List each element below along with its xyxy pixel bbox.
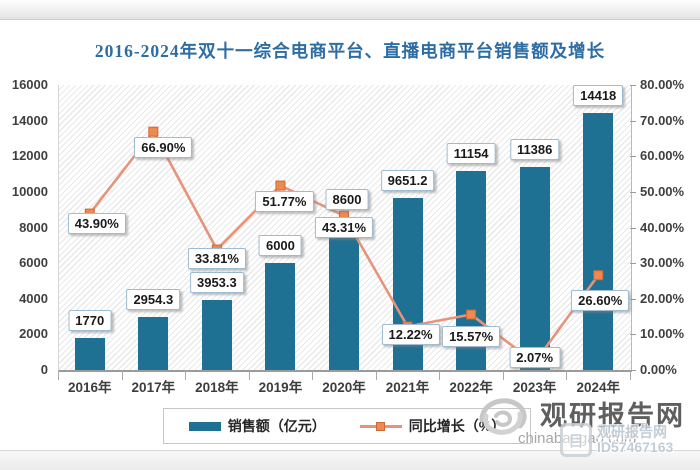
watermark-id-badge: 目 观研报告网 ID57467163 xyxy=(560,423,673,457)
x-axis-tick-label: 2017年 xyxy=(131,380,176,395)
x-axis-tick-label: 2022年 xyxy=(449,380,493,395)
bar-value-label: 11154 xyxy=(446,143,496,165)
x-axis-tick-mark xyxy=(248,371,250,380)
line-marker xyxy=(466,309,477,320)
bar-value-label: 11386 xyxy=(509,139,560,161)
bar-2019年 xyxy=(265,263,296,370)
y-axis-right-tick-label: 50.00% xyxy=(640,183,685,199)
bar-value-label: 14418 xyxy=(573,85,624,107)
y-axis-right-tick-label: 40.00% xyxy=(640,219,685,235)
watermark-site-url: chinabaogao.com xyxy=(518,430,636,447)
bar-2018年 xyxy=(201,299,232,370)
x-axis-tick-label: 2018年 xyxy=(195,380,239,395)
x-axis-tick-label: 2024年 xyxy=(576,380,620,395)
x-axis-tick-mark xyxy=(439,371,441,380)
y-axis-left-tick-label: 2000 xyxy=(19,326,48,342)
line-marker xyxy=(148,126,159,137)
page-footer-strip xyxy=(0,450,700,470)
y-axis-left-tick-label: 8000 xyxy=(19,219,48,235)
y-axis-left-tick-label: 10000 xyxy=(11,183,48,199)
bar-2020年 xyxy=(329,216,359,370)
growth-value-label: 15.57% xyxy=(442,325,501,347)
y-axis-left-tick-label: 4000 xyxy=(19,290,48,306)
chart-title: 2016-2024年双十一综合电商平台、直播电商平台销售额及增长 xyxy=(94,41,606,61)
bar-value-label: 2954.3 xyxy=(126,289,181,311)
x-axis-tick-label: 2023年 xyxy=(512,380,557,395)
watermark-badge-line1: 观研报告网 xyxy=(597,424,667,440)
watermark-eye-logo-icon xyxy=(479,398,527,435)
y-axis-left-tick-label: 6000 xyxy=(19,255,48,271)
growth-line xyxy=(88,129,600,365)
x-axis-tick-mark xyxy=(312,371,314,380)
y-axis-right-tick-mark xyxy=(630,227,636,229)
x-axis-tick-mark xyxy=(58,371,59,380)
bar-value-label: 9651.2 xyxy=(380,170,435,192)
x-axis-tick-mark xyxy=(630,371,631,380)
growth-value-label: 12.22% xyxy=(381,324,440,346)
y-axis-right-tick-label: 0.00% xyxy=(640,362,677,377)
y-axis-left-tick-label: 16000 xyxy=(11,77,48,92)
y-axis-right-tick-mark xyxy=(630,85,636,86)
y-axis-right-tick-label: 10.00% xyxy=(640,326,685,342)
y-axis-right-tick-label: 60.00% xyxy=(640,148,685,164)
y-axis-right-tick-mark xyxy=(630,263,636,265)
y-axis-right-tick-mark xyxy=(630,370,636,371)
y-axis-right-tick-mark xyxy=(630,191,636,193)
legend-item-sales: 销售额（亿元） xyxy=(188,416,326,436)
y-axis-left-tick-label: 12000 xyxy=(11,148,48,164)
y-axis-right-tick-mark xyxy=(630,334,636,336)
bar-2017年 xyxy=(138,317,169,370)
watermark-badge-line2: ID57467163 xyxy=(597,439,674,455)
y-axis-right-tick-label: 80.00% xyxy=(640,77,685,92)
y-axis-right-tick-label: 20.00% xyxy=(640,290,685,306)
bar-value-label: 1770 xyxy=(68,310,112,332)
x-axis-tick-mark xyxy=(121,371,123,380)
legend-label-sales: 销售额（亿元） xyxy=(227,418,326,434)
x-axis-tick-mark xyxy=(185,371,187,380)
y-axis-right-tick-mark xyxy=(630,156,636,158)
y-axis-right-tick-label: 70.00% xyxy=(640,112,685,128)
line-swatch-icon xyxy=(359,421,402,432)
growth-value-label: 26.60% xyxy=(571,290,630,312)
x-axis-tick-label: 2021年 xyxy=(385,380,430,395)
growth-value-label: 51.77% xyxy=(255,190,314,212)
line-marker xyxy=(275,180,286,191)
window-top-strip xyxy=(0,0,700,20)
growth-value-label: 33.81% xyxy=(187,247,246,269)
x-axis-tick-label: 2020年 xyxy=(322,380,366,395)
bar-value-label: 6000 xyxy=(258,235,302,257)
watermark-badge-icon: 目 xyxy=(560,423,592,457)
y-axis-right-tick-label: 30.00% xyxy=(640,255,685,271)
line-marker xyxy=(593,270,604,281)
x-axis-tick-mark xyxy=(502,371,504,380)
bar-value-label: 8600 xyxy=(325,188,369,210)
y-axis-left-tick-label: 0 xyxy=(40,362,48,377)
bar-2024年 xyxy=(583,113,614,370)
chart-legend: 销售额（亿元） 同比增长（%） xyxy=(163,408,531,444)
bar-value-label: 3953.3 xyxy=(189,271,244,293)
bar-2016年 xyxy=(74,338,105,370)
bar-swatch-icon xyxy=(188,421,221,431)
growth-value-label: 2.07% xyxy=(509,346,561,368)
growth-value-label: 66.90% xyxy=(134,136,193,158)
y-axis-right-tick-mark xyxy=(630,298,636,300)
growth-value-label: 43.31% xyxy=(314,216,374,238)
x-axis-tick-mark xyxy=(566,371,568,380)
x-axis-tick-label: 2019年 xyxy=(258,380,303,395)
y-axis-left-tick-label: 14000 xyxy=(11,112,48,128)
y-axis-right-tick-mark xyxy=(630,120,636,122)
growth-value-label: 43.90% xyxy=(67,212,126,234)
x-axis-tick-mark xyxy=(375,371,377,380)
x-axis-tick-label: 2016年 xyxy=(67,380,112,395)
bar-2023年 xyxy=(519,167,550,370)
